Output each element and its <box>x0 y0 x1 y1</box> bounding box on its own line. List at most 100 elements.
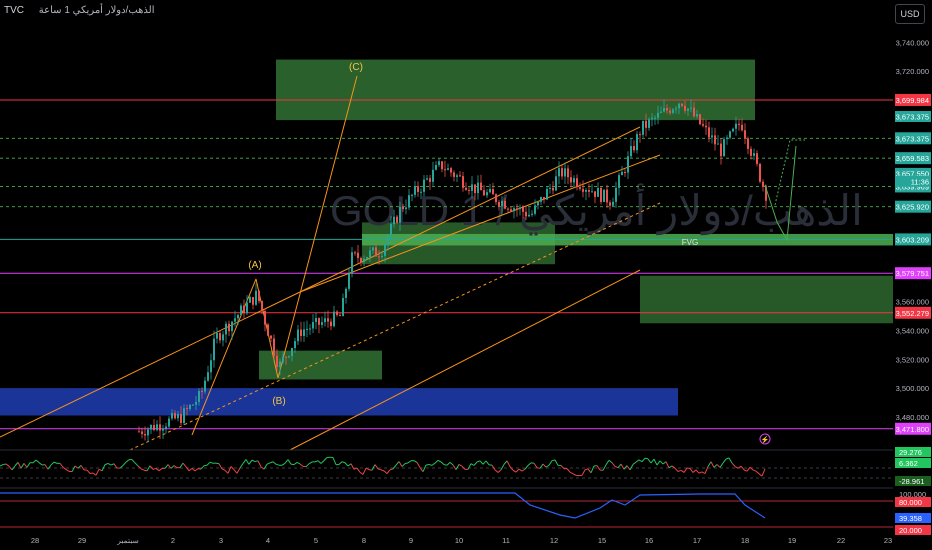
candle <box>420 191 422 193</box>
candle <box>711 135 713 138</box>
candle <box>516 208 518 210</box>
rsi-segment <box>245 459 250 465</box>
x-tick-label: 3 <box>219 536 223 545</box>
candle <box>720 143 722 157</box>
candle <box>228 323 230 332</box>
rsi-segment <box>389 468 394 471</box>
osc-badge <box>895 497 931 507</box>
rsi-segment <box>47 464 52 470</box>
candle <box>174 413 176 419</box>
x-tick-label: 17 <box>693 536 701 545</box>
candle <box>702 124 704 126</box>
rsi-segment <box>554 459 559 466</box>
rsi-segment <box>359 471 364 475</box>
y-tick-label: 3,540.000 <box>896 326 929 335</box>
rsi-segment <box>512 469 517 473</box>
x-tick-label: 15 <box>598 536 606 545</box>
candle <box>573 178 575 183</box>
candle <box>723 139 725 157</box>
candle <box>330 321 332 327</box>
candle <box>351 252 353 274</box>
candle <box>663 108 665 112</box>
candle <box>594 191 596 197</box>
rsi-segment <box>5 463 10 467</box>
candle <box>210 360 212 373</box>
rsi-segment <box>59 462 64 468</box>
rsi-segment <box>272 461 277 465</box>
candle <box>477 182 479 194</box>
rsi-segment <box>644 457 649 460</box>
rsi-segment <box>605 459 610 466</box>
candle <box>525 211 527 217</box>
candle <box>474 184 476 194</box>
rsi-segment <box>518 468 523 472</box>
candle <box>693 107 695 117</box>
candle <box>744 130 746 139</box>
candle <box>510 209 512 212</box>
wave-label: (A) <box>248 260 261 271</box>
candle <box>369 250 371 258</box>
candle <box>357 252 359 258</box>
wave-label: (B) <box>272 396 285 407</box>
candle <box>675 108 677 110</box>
candle <box>666 108 668 111</box>
candle <box>759 163 761 182</box>
rsi-segment <box>689 468 694 473</box>
candle <box>306 328 308 330</box>
rsi-segment <box>401 463 406 467</box>
candle <box>714 135 716 145</box>
rsi-segment <box>542 463 547 468</box>
rsi-segment <box>629 464 634 471</box>
x-tick-label: 9 <box>409 536 413 545</box>
candle <box>600 187 602 202</box>
rsi-segment <box>149 465 154 470</box>
x-tick-label: 22 <box>837 536 845 545</box>
price-badge <box>895 306 931 319</box>
rsi-segment <box>371 464 376 471</box>
candle <box>498 202 500 207</box>
rsi-segment <box>20 463 25 469</box>
y-tick-label: 3,740.000 <box>896 38 929 47</box>
rsi-segment <box>413 460 418 463</box>
rsi-segment <box>467 463 472 470</box>
candle <box>435 164 437 170</box>
projection-line <box>774 139 805 206</box>
rsi-segment <box>497 469 502 473</box>
candle <box>327 318 329 322</box>
candle <box>180 414 182 424</box>
osc-label: 80.000 <box>899 498 922 507</box>
wave-label: (C) <box>349 62 363 73</box>
rsi-segment <box>533 462 538 469</box>
candle <box>246 302 248 314</box>
rsi-segment <box>110 463 115 466</box>
candle <box>411 194 413 196</box>
candle <box>687 108 689 111</box>
candle <box>504 200 506 209</box>
candle <box>492 189 494 195</box>
candle <box>552 187 554 191</box>
candle <box>288 356 290 358</box>
price-badge <box>895 267 931 280</box>
candle <box>258 290 260 302</box>
rsi-segment <box>620 463 625 470</box>
rsi-segment <box>107 463 112 466</box>
currency-button[interactable]: USD <box>895 4 925 24</box>
rsi-segment <box>77 464 82 469</box>
price-badge-label: 3,657.550 <box>896 169 929 178</box>
x-tick-label: سبتمبر <box>116 536 139 545</box>
rsi-segment <box>611 462 616 467</box>
rsi-segment <box>677 469 682 473</box>
rsi-segment <box>362 467 367 475</box>
rsi-segment <box>80 465 85 471</box>
rsi-segment <box>257 460 262 468</box>
price-badge-label: 11:36 <box>911 177 929 186</box>
candle <box>654 117 656 119</box>
rsi-segment <box>485 460 490 466</box>
rsi-segment <box>284 459 289 464</box>
candle <box>672 109 674 113</box>
candle <box>318 318 320 325</box>
rsi-segment <box>479 460 484 465</box>
rsi-segment <box>569 471 574 475</box>
candle <box>708 127 710 138</box>
